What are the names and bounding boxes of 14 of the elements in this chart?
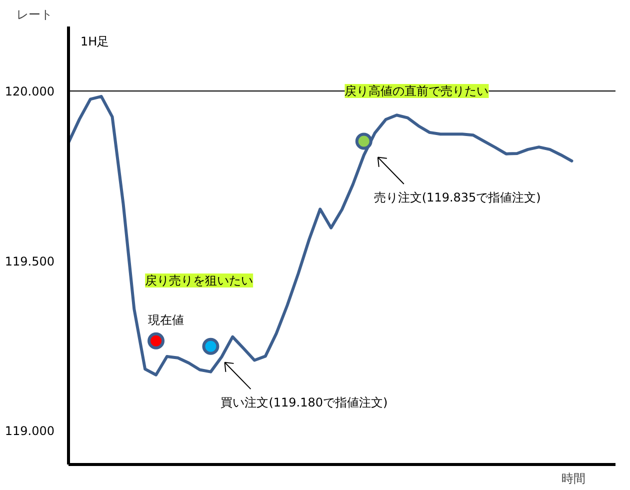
- text: 1H足: [80, 34, 110, 48]
- x-axis-title: 時間: [562, 472, 586, 486]
- point: [355, 132, 372, 150]
- y-tick-label: 119.500: [4, 254, 54, 268]
- ref-line-label: 戻り高値の直前で売りたい: [344, 84, 489, 98]
- y-tick-label: 119.000: [4, 424, 54, 438]
- point: [148, 332, 165, 350]
- annotation: 売り注文(119.835で指値注文): [374, 190, 541, 204]
- annotation: 現在値: [148, 312, 184, 327]
- annotation: 買い注文(119.180で指値注文): [220, 395, 388, 410]
- point: [202, 338, 220, 355]
- annotation: 戻り売りを狙いたい: [145, 274, 254, 288]
- y-axis-title: レート: [16, 8, 52, 22]
- y-tick-label: 120.000: [4, 84, 54, 99]
